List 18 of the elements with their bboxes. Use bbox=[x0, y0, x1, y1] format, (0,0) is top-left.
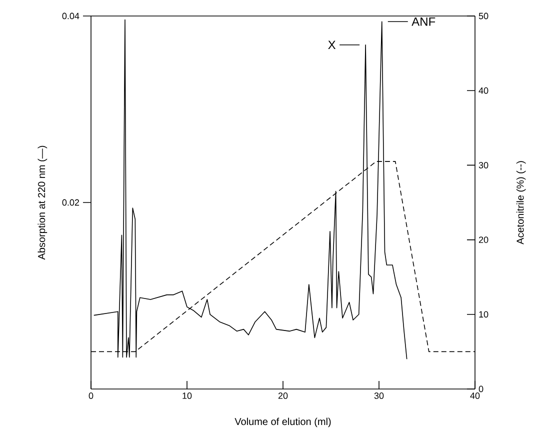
y-tick-label: 0.04 bbox=[62, 12, 80, 20]
y2-tick-label: 10 bbox=[479, 311, 488, 318]
x-tick-label: 20 bbox=[278, 392, 288, 399]
y-axis-title: Absorption at 220 nm (—) bbox=[38, 146, 48, 260]
x-tick-label: 10 bbox=[182, 392, 192, 399]
y2-tick-label: 0 bbox=[478, 386, 484, 392]
x-axis-title: Volume of elution (ml) bbox=[234, 418, 331, 428]
x-tick-label: 0 bbox=[88, 392, 94, 399]
annotation: X bbox=[328, 40, 336, 50]
x-tick-label: 40 bbox=[470, 392, 480, 399]
annotation: ANF bbox=[412, 17, 436, 26]
y2-axis-title: Acetonitrile (%) (--) bbox=[516, 161, 526, 244]
y2-tick-label: 40 bbox=[478, 87, 488, 94]
y2-tick-label: 20 bbox=[478, 236, 488, 243]
x-tick-label: 30 bbox=[374, 392, 384, 399]
y2-tick-label: 30 bbox=[478, 162, 488, 168]
y-tick-label: 0.02 bbox=[62, 199, 80, 206]
y2-tick-label: 50 bbox=[478, 12, 488, 20]
